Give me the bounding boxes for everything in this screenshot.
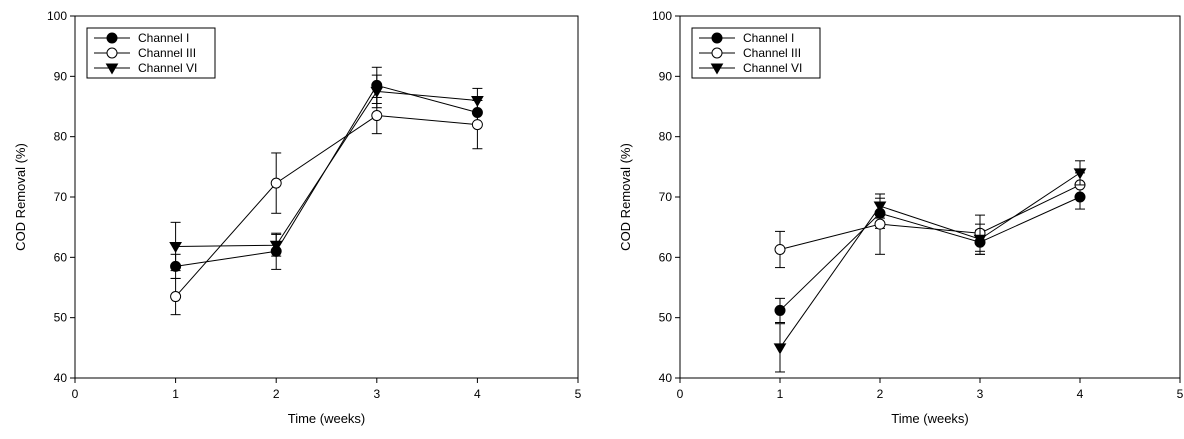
legend-marker (711, 47, 723, 59)
y-axis-label: COD Removal (%) (13, 143, 28, 251)
data-point (973, 234, 987, 246)
legend-entry: Channel III (743, 46, 801, 60)
chart-panel-1: 0 1 2 3 4 5 40 50 60 70 80 90 100 Time (weeks) COD Rem… (13, 9, 582, 426)
series-3 (169, 74, 484, 272)
y-tick-label: 60 (659, 250, 673, 264)
y-tick-label: 50 (54, 311, 68, 325)
x-axis-label: Time (weeks) (288, 411, 366, 426)
series-line (779, 172, 1081, 349)
series-line (779, 184, 1081, 250)
legend-entry: Channel I (743, 31, 794, 45)
legend-marker (106, 47, 118, 59)
series-3 (773, 160, 1087, 373)
y-tick-label: 100 (652, 9, 672, 23)
legend-marker (106, 32, 118, 44)
y-tick-label: 80 (659, 130, 673, 144)
series-1 (170, 66, 483, 279)
x-tick-label: 0 (72, 387, 79, 401)
y-tick-label: 40 (54, 371, 68, 385)
data-point (370, 86, 384, 98)
y-tick-label: 40 (659, 371, 673, 385)
x-tick-label: 5 (575, 387, 582, 401)
x-tick-label: 0 (677, 387, 684, 401)
legend-marker (710, 63, 724, 75)
data-point (270, 177, 282, 189)
y-tick-label: 100 (47, 9, 67, 23)
series-2 (774, 172, 1086, 269)
data-point (269, 240, 283, 252)
series-line (175, 84, 478, 267)
x-tick-label: 1 (172, 387, 179, 401)
y-tick-label: 70 (54, 190, 68, 204)
data-point (170, 291, 182, 303)
data-point (774, 243, 786, 255)
y-axis-label: COD Removal (%) (618, 143, 633, 251)
series-2 (170, 96, 483, 316)
data-point (773, 343, 787, 355)
x-tick-label: 1 (777, 387, 784, 401)
series-line (175, 115, 478, 297)
chart-panel-2: 0 1 2 3 4 5 40 50 60 70 80 90 100 Time (weeks) COD Rem… (618, 9, 1184, 426)
x-tick-label: 3 (373, 387, 380, 401)
data-point (774, 304, 786, 316)
legend-marker (105, 63, 119, 75)
data-point (471, 119, 483, 131)
legend-marker (711, 32, 723, 44)
x-tick-label: 4 (1077, 387, 1084, 401)
x-tick-label: 4 (474, 387, 481, 401)
y-tick-label: 80 (54, 130, 68, 144)
data-point (1073, 168, 1087, 180)
x-tick-label: 2 (273, 387, 280, 401)
y-tick-label: 90 (659, 69, 673, 83)
legend-entry: Channel VI (138, 61, 197, 75)
data-point (471, 95, 484, 107)
legend-entry: Channel VI (743, 61, 802, 75)
x-tick-label: 5 (1177, 387, 1184, 401)
data-point (169, 241, 182, 253)
series-line (779, 196, 1081, 311)
legend-entry: Channel III (138, 46, 196, 60)
y-tick-label: 50 (659, 311, 673, 325)
x-tick-label: 2 (877, 387, 884, 401)
x-axis-label: Time (weeks) (891, 411, 969, 426)
data-point (874, 218, 886, 230)
y-tick-label: 90 (54, 69, 68, 83)
data-point (873, 201, 887, 213)
x-tick-label: 3 (977, 387, 984, 401)
y-tick-label: 60 (54, 250, 68, 264)
y-tick-label: 70 (659, 190, 673, 204)
series-1 (774, 184, 1086, 323)
legend-entry: Channel I (138, 31, 189, 45)
data-point (371, 110, 383, 122)
series-line (175, 90, 478, 247)
